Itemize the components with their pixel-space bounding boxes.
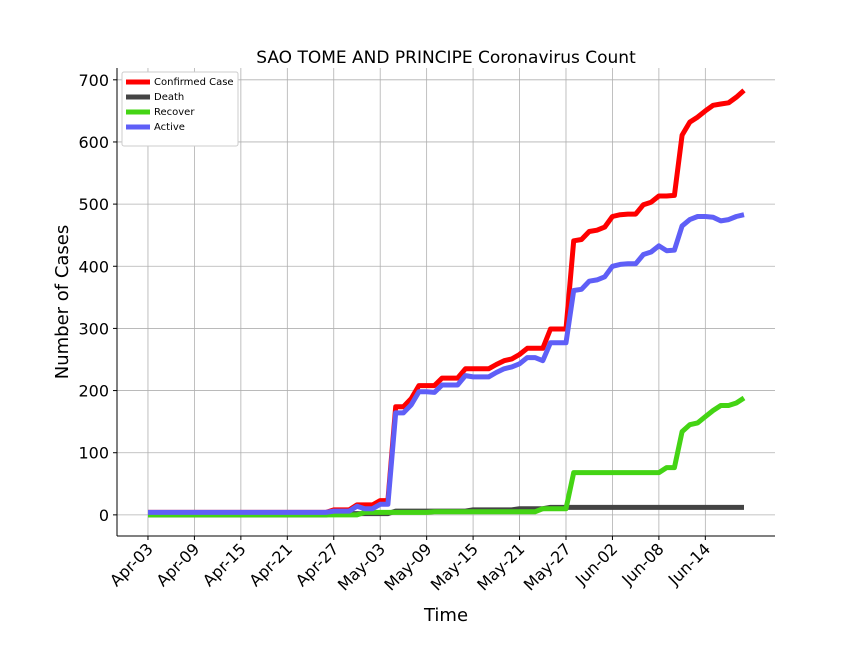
x-tick-label: May-03 (334, 539, 389, 594)
x-tick-label: Jun-02 (571, 539, 621, 589)
legend-label: Recover (154, 107, 195, 118)
x-axis-label: Time (423, 605, 468, 626)
data-line (148, 395, 746, 518)
x-tick-label: Jun-08 (617, 539, 667, 589)
legend-label: Death (154, 92, 184, 103)
data-line (148, 88, 746, 515)
legend-label: Active (154, 122, 185, 133)
y-tick-label: 0 (99, 506, 109, 525)
y-tick-label: 600 (78, 133, 109, 152)
x-tick-label: May-27 (520, 539, 575, 594)
data-line (148, 212, 745, 515)
x-tick-label: May-15 (427, 539, 482, 594)
y-tick-label: 400 (78, 257, 109, 276)
legend: Confirmed Case Death Recover Active (121, 71, 239, 147)
y-tick-label: 100 (78, 444, 109, 463)
y-tick-label: 200 (78, 382, 109, 401)
chart-title: SAO TOME AND PRINCIPE Coronavirus Count (256, 48, 636, 68)
y-tick-label: 300 (78, 319, 109, 338)
y-tick-label: 500 (78, 195, 109, 214)
legend-label: Confirmed Case (154, 77, 234, 88)
x-tick-label: May-21 (473, 539, 528, 594)
x-tick-label: May-09 (380, 539, 435, 594)
y-axis-label: Number of Cases (52, 225, 73, 380)
x-tick-label: Apr-09 (152, 539, 203, 590)
x-tick-label: Apr-03 (106, 539, 157, 590)
legend-box (121, 71, 239, 147)
x-tick-label: Apr-21 (245, 539, 296, 590)
y-tick-label: 700 (78, 71, 109, 90)
x-tick-label: Jun-14 (664, 539, 714, 589)
x-tick-label: Apr-15 (199, 539, 250, 590)
